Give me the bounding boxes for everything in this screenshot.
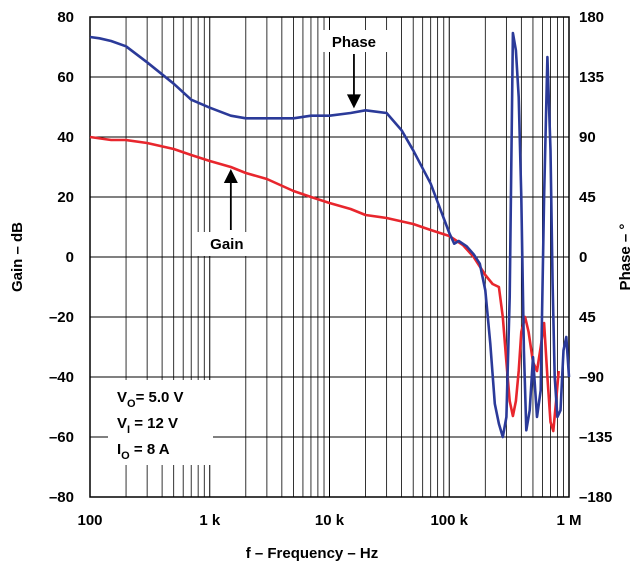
- y-axis-label: Gain – dB: [9, 222, 26, 292]
- tick-labels: 100 1 k 10 k 100 k 1 M 80 60 40 20 0 –20 –40 –60 –80 1…: [49, 9, 612, 529]
- x-tick-label: 1 M: [556, 512, 581, 529]
- series-layer: [89, 31, 571, 439]
- grid: [90, 17, 569, 497]
- condition-text: IO = 8 A: [117, 441, 170, 462]
- y2-tick-label: 180: [579, 9, 604, 26]
- annotation-bg: [196, 232, 259, 256]
- x-axis-label: f – Frequency – Hz: [246, 545, 379, 562]
- y-tick-label: 60: [57, 69, 74, 86]
- annotation-label-phase: Phase: [332, 34, 376, 51]
- y2-tick-label: –180: [579, 489, 612, 506]
- annotations: VO= 5.0 V VI = 12 V IO = 8 A Phase Gain: [108, 30, 388, 465]
- x-tick-label: 10 k: [315, 512, 345, 529]
- y2-tick-label: 45: [579, 309, 596, 326]
- y2-tick-label: 45: [579, 189, 596, 206]
- x-tick-label: 1 k: [199, 512, 221, 529]
- plot-frame: [89, 16, 570, 498]
- y2-axis-label: Phase – °: [617, 224, 634, 291]
- y2-tick-label: –90: [579, 369, 604, 386]
- annotation-arrowhead: [346, 94, 361, 109]
- y-tick-label: –40: [49, 369, 74, 386]
- y-tick-label: 40: [57, 129, 74, 146]
- x-tick-label: 100 k: [430, 512, 468, 529]
- y2-tick-label: 90: [579, 129, 596, 146]
- condition-text: VO= 5.0 V: [117, 389, 184, 410]
- y-tick-label: 0: [66, 249, 74, 266]
- y-tick-label: –20: [49, 309, 74, 326]
- annotation-arrowhead: [223, 169, 238, 183]
- y-tick-label: 80: [57, 9, 74, 26]
- series-line-phase: [89, 31, 571, 439]
- y2-tick-label: –135: [579, 429, 612, 446]
- y2-tick-label: 135: [579, 69, 604, 86]
- annotation-bg: [319, 30, 388, 52]
- y2-tick-label: 0: [579, 249, 587, 266]
- y-tick-label: 20: [57, 189, 74, 206]
- y-tick-label: –80: [49, 489, 74, 506]
- y-tick-label: –60: [49, 429, 74, 446]
- x-tick-label: 100: [77, 512, 102, 529]
- condition-text: VI = 12 V: [117, 415, 178, 436]
- conditions-box: [108, 380, 213, 465]
- annotation-label-gain: Gain: [210, 236, 243, 253]
